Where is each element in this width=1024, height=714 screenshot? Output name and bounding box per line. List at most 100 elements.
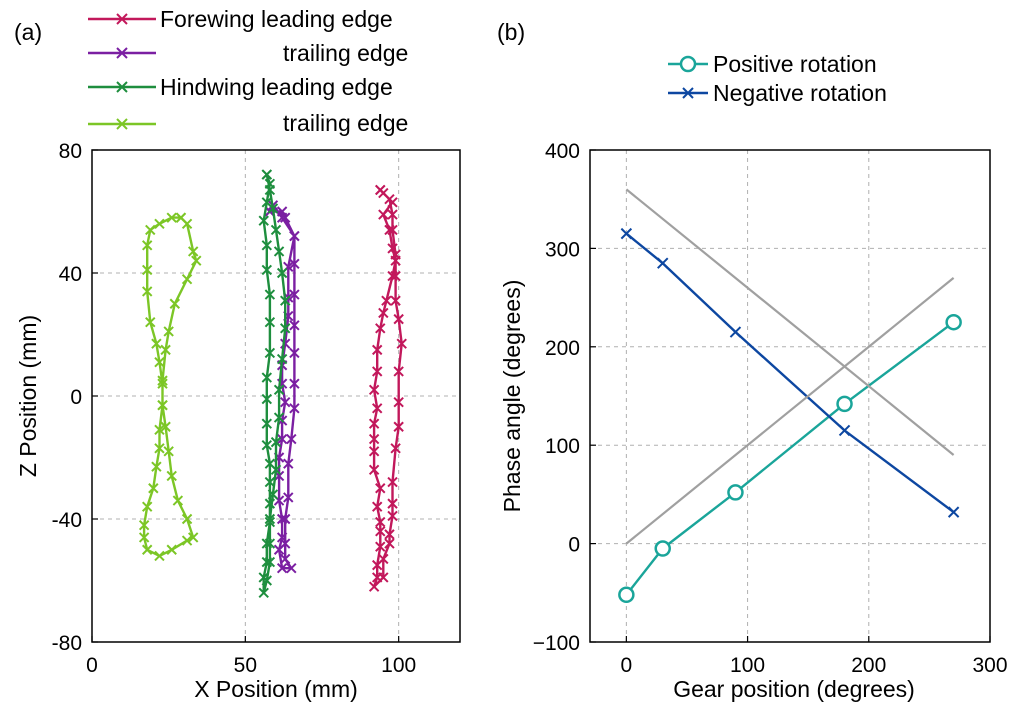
data-point-forewing-trailing-edge [286, 433, 297, 445]
panel-b-chart: (b) 0 100 200 300 400 300 200 100 0 −100 Gear pos… [497, 19, 1008, 702]
data-point-hindwing-leading-edge [258, 215, 269, 226]
data-point-forewing-leading-edge [375, 541, 386, 552]
legend-label-positive-rotation: Positive rotation [713, 51, 877, 77]
data-point-hindwing-trailing-edge [154, 218, 165, 230]
data-point-forewing-trailing-edge [289, 258, 300, 269]
data-point-forewing-leading-edge [368, 418, 380, 429]
data-point-forewing-leading-edge [387, 209, 398, 220]
data-point-hindwing-trailing-edge [187, 246, 199, 257]
data-point-hindwing-leading-edge [261, 575, 273, 586]
y-tick-label: 40 [59, 263, 82, 286]
data-point-forewing-leading-edge [384, 224, 395, 236]
data-point-negative-rotation [729, 326, 742, 338]
data-point-hindwing-leading-edge [264, 347, 276, 359]
data-point-hindwing-leading-edge [273, 412, 285, 423]
legend-entry-negative-rotation: Negative rotation [668, 80, 887, 106]
data-point-hindwing-trailing-edge [169, 298, 181, 309]
data-point-forewing-leading-edge [393, 313, 404, 325]
legend-label-hindwing-leading: Hindwing leading edge [160, 74, 393, 100]
data-point-hindwing-trailing-edge [141, 544, 153, 555]
data-point-forewing-leading-edge [381, 295, 392, 306]
legend-entry-positive-rotation: Positive rotation [668, 51, 877, 77]
data-point-forewing-leading-edge [393, 366, 404, 377]
data-point-hindwing-trailing-edge [166, 212, 177, 223]
data-point-forewing-leading-edge [368, 464, 380, 476]
data-point-positive-rotation [618, 586, 635, 604]
data-point-hindwing-leading-edge [261, 393, 273, 405]
legend-entry-forewing-leading: Forewing leading edge [88, 6, 393, 32]
panel-b-label: (b) [497, 19, 525, 45]
data-point-forewing-leading-edge [371, 344, 383, 356]
data-point-forewing-leading-edge [393, 396, 404, 408]
data-point-hindwing-leading-edge [273, 384, 285, 396]
data-point-forewing-leading-edge [368, 384, 380, 396]
data-point-hindwing-trailing-edge [154, 424, 165, 436]
data-point-hindwing-leading-edge [270, 464, 282, 476]
data-point-forewing-leading-edge [368, 446, 380, 457]
x-tick-label: 0 [86, 654, 98, 677]
panel-b-series [618, 188, 962, 604]
legend-marker-hindwing-leading [116, 81, 128, 93]
data-point-forewing-leading-edge [390, 270, 401, 282]
data-point-hindwing-trailing-edge [141, 264, 153, 276]
y-tick-label: -40 [52, 509, 82, 532]
data-point-hindwing-leading-edge [264, 516, 276, 528]
data-point-forewing-leading-edge [371, 501, 383, 512]
panel-a-chart: (a) 0 50 100 80 40 0 -40 -80 X Position (mm) Z … [14, 6, 461, 702]
series-line-reference-decreasing [625, 188, 955, 456]
data-point-forewing-trailing-edge [279, 396, 291, 408]
data-point-hindwing-leading-edge [279, 295, 291, 306]
data-point-hindwing-leading-edge [276, 353, 288, 365]
y-tick-label: -80 [52, 632, 82, 655]
data-point-forewing-leading-edge [396, 338, 407, 349]
data-point-hindwing-leading-edge [258, 587, 269, 599]
data-point-forewing-trailing-edge [289, 347, 300, 359]
data-point-negative-rotation [657, 257, 669, 269]
data-point-hindwing-leading-edge [264, 184, 276, 196]
panel-a-ticks: 0 50 100 80 40 0 -40 -80 [52, 140, 417, 677]
data-point-hindwing-leading-edge [264, 513, 276, 525]
x-tick-label: 100 [381, 654, 416, 677]
data-point-forewing-leading-edge [393, 421, 404, 432]
data-point-forewing-trailing-edge [279, 212, 291, 223]
data-point-hindwing-trailing-edge [157, 375, 168, 386]
y-tick-label: 0 [70, 386, 82, 409]
data-point-forewing-leading-edge [387, 243, 398, 254]
data-point-forewing-leading-edge [378, 307, 389, 319]
y-tick-label: 0 [568, 534, 580, 557]
data-point-hindwing-leading-edge [264, 556, 276, 568]
data-point-forewing-trailing-edge [289, 230, 300, 242]
data-point-forewing-trailing-edge [279, 553, 291, 565]
data-point-forewing-leading-edge [368, 581, 380, 592]
data-point-forewing-leading-edge [384, 529, 395, 540]
data-point-hindwing-leading-edge [261, 169, 273, 180]
legend-marker-negative-rotation [682, 87, 694, 99]
data-point-negative-rotation [947, 506, 960, 518]
data-point-hindwing-leading-edge [261, 240, 273, 251]
data-point-hindwing-trailing-edge [157, 400, 168, 411]
data-point-hindwing-trailing-edge [191, 255, 202, 266]
data-point-forewing-trailing-edge [283, 458, 294, 469]
data-point-hindwing-trailing-edge [160, 344, 171, 356]
data-point-forewing-leading-edge [371, 366, 383, 377]
data-point-hindwing-leading-edge [264, 498, 276, 509]
panel-a-label: (a) [14, 19, 42, 45]
data-point-forewing-leading-edge [375, 323, 386, 334]
data-point-forewing-leading-edge [378, 572, 389, 583]
data-point-forewing-trailing-edge [279, 538, 291, 549]
data-point-hindwing-trailing-edge [148, 483, 159, 494]
data-point-forewing-leading-edge [375, 526, 386, 537]
data-point-positive-rotation [727, 484, 744, 501]
data-point-hindwing-leading-edge [261, 556, 273, 568]
data-point-hindwing-trailing-edge [145, 316, 156, 328]
data-point-hindwing-leading-edge [261, 264, 273, 276]
legend-label-forewing-leading: Forewing leading edge [160, 6, 393, 32]
data-point-forewing-leading-edge [375, 184, 386, 196]
data-point-hindwing-leading-edge [276, 267, 288, 279]
data-point-forewing-trailing-edge [286, 562, 297, 574]
data-point-forewing-trailing-edge [276, 532, 288, 543]
data-point-hindwing-leading-edge [261, 372, 273, 383]
data-point-forewing-trailing-edge [279, 513, 291, 525]
y-tick-label: −100 [533, 632, 580, 655]
